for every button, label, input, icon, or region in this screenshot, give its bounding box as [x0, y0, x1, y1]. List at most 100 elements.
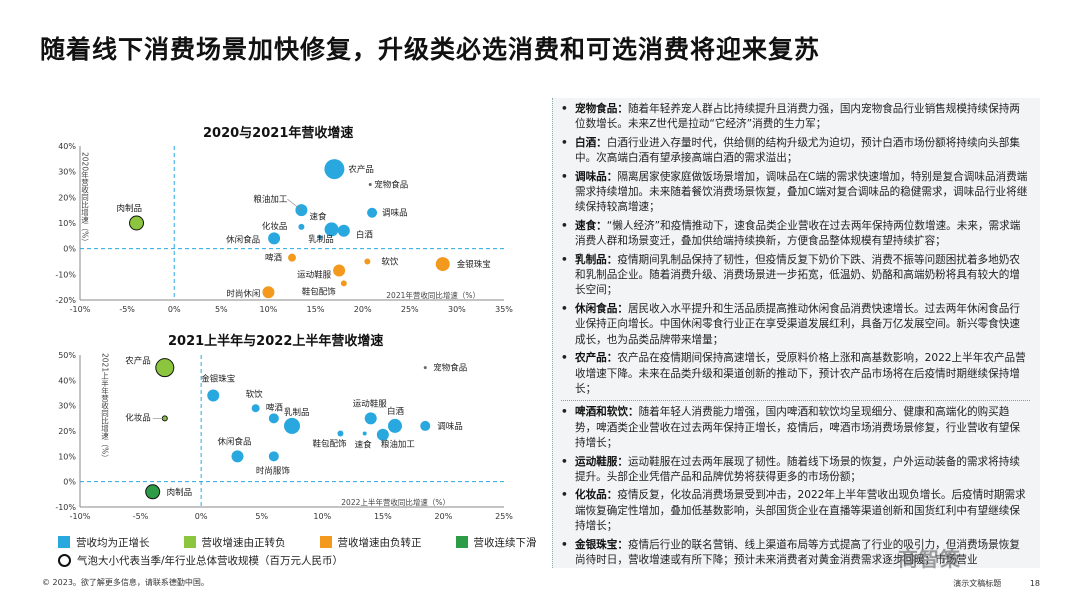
- legend-label: 营收连续下滑: [473, 536, 537, 549]
- data-label: 鞋包配饰: [312, 439, 347, 450]
- x-tick-label: 10%: [313, 512, 331, 521]
- chart1-scatter: -10% -5% 0% 5% 10% 15% 20% 25% 30% 35% 40% 30% 20% 10…: [55, 142, 513, 314]
- commentary-head: 金银珠宝：: [575, 538, 628, 551]
- y-tick-label: 30%: [58, 402, 76, 411]
- commentary-head: 农产品：: [575, 352, 618, 365]
- commentary-item: • 农产品：农产品在疫情期间保持高速增长，受原料价格上涨和高基数影响，2022上半…: [561, 351, 1030, 397]
- data-label: 化妆品: [125, 412, 151, 423]
- x-tick-label: 0%: [195, 512, 208, 521]
- x-tick-label: -10%: [70, 305, 91, 314]
- data-label: 软饮: [246, 389, 264, 400]
- data-label: 金银珠宝: [457, 259, 491, 270]
- commentary-text: 运动鞋服：运动鞋服在过去两年展现了韧性。随着线下场景的恢复，户外运动装备的需求将…: [575, 455, 1020, 483]
- commentary-item: • 白酒：白酒行业进入存量时代，供给侧的结构升级尤为迫切，预计白酒市场份额将持续向…: [561, 136, 1030, 167]
- y-tick-label: 30%: [58, 168, 76, 177]
- legend-swatch-orange: [319, 536, 332, 548]
- legend-swatch-blue: [58, 536, 70, 548]
- bubble-size-icon: [58, 553, 71, 567]
- commentary-head: 速食：: [575, 219, 607, 232]
- data-point: [231, 450, 244, 463]
- data-label: 啤酒: [266, 402, 284, 413]
- page-number: 18: [1029, 579, 1040, 588]
- divider: [561, 400, 1030, 402]
- bullet-icon: •: [561, 253, 568, 266]
- commentary-text: 白酒：白酒行业进入存量时代，供给侧的结构升级尤为迫切，预计白酒市场份额将持续向头…: [575, 136, 1020, 165]
- data-point: [262, 286, 275, 299]
- bullet-icon: •: [561, 103, 568, 115]
- footer: 演示文稿标题 18: [927, 578, 1040, 589]
- data-point: [288, 253, 296, 262]
- x-tick-label: 5%: [255, 512, 268, 521]
- y-tick-label: 0%: [63, 245, 76, 254]
- x-tick-label: -5%: [133, 512, 149, 521]
- commentary-head: 啤酒和软饮：: [575, 406, 639, 419]
- x-tick-label: 15%: [307, 305, 325, 314]
- data-label: 宠物食品: [374, 180, 408, 191]
- x-tick-label: 0%: [168, 305, 181, 314]
- x-tick-label: -5%: [119, 305, 135, 314]
- bullet-icon: •: [561, 136, 568, 149]
- y-tick-label: 10%: [58, 452, 76, 461]
- data-label: 宠物食品: [433, 363, 467, 374]
- x-tick-label: 35%: [495, 305, 513, 314]
- data-label: 白酒: [387, 406, 405, 417]
- copyright: © 2023。欲了解更多信息，请联系德勤中国。: [42, 578, 209, 587]
- data-point: [368, 183, 372, 186]
- data-label: 农产品: [125, 356, 151, 367]
- data-point: [324, 222, 339, 237]
- x-tick-label: 30%: [448, 305, 466, 314]
- data-label: 休闲食品: [226, 234, 260, 245]
- data-point: [337, 430, 344, 437]
- data-label: 乳制品: [308, 234, 334, 245]
- y-tick-label: 50%: [58, 351, 76, 360]
- data-label: 软饮: [381, 257, 399, 268]
- data-label: 白酒: [356, 230, 374, 241]
- data-label: 时尚服饰: [256, 465, 291, 476]
- x-tick-label: -10%: [70, 512, 91, 521]
- chart-legend: 营收均为正增长 营收增速由正转负 营收增速由负转正 营收连续下滑 气泡大小代表当…: [58, 533, 538, 569]
- data-label: 肉制品: [167, 487, 193, 498]
- commentary-text: 金银珠宝：疫情后行业的联名营销、线上渠道布局等方式提高了行业的吸引力，但消费场景…: [575, 538, 1020, 566]
- data-label: 时尚休闲: [226, 288, 260, 299]
- x-tick-label: 25%: [401, 305, 419, 314]
- x-tick-label: 5%: [215, 305, 228, 314]
- commentary-text: 乳制品：疫情期间乳制品保持了韧性，但疫情反复下奶价下跌、消费不振等问题困扰着多地…: [575, 253, 1020, 297]
- bullet-icon: •: [561, 219, 568, 232]
- commentary-panel: • 宠物食品：随着年轻养宠人群占比持续提升且消费力强，国内宠物食品行业销售规模持续…: [552, 98, 1040, 568]
- commentary-head: 乳制品：: [575, 253, 618, 266]
- chart2-title: 2021上半年与2022上半年营收增速: [168, 334, 384, 349]
- commentary-item: • 宠物食品：随着年轻养宠人群占比持续提升且消费力强，国内宠物食品行业销售规模持续…: [561, 102, 1030, 133]
- data-point: [268, 232, 281, 245]
- legend-item-positive: 营收均为正增长: [58, 535, 150, 550]
- data-label: 粮油加工: [253, 194, 288, 205]
- legend-label: 营收均为正增长: [76, 536, 150, 549]
- data-point: [268, 413, 279, 424]
- commentary-item: • 运动鞋服：运动鞋服在过去两年展现了韧性。随着线下场景的恢复，户外运动装备的需求…: [561, 455, 1030, 486]
- y-tick-label: 0%: [63, 478, 76, 487]
- data-point: [298, 223, 305, 230]
- commentary-text: 啤酒和软饮：随着年轻人消费能力增强，国内啤酒和软饮均呈现细分、健康和高端化的购买…: [575, 406, 1020, 450]
- data-point: [376, 428, 389, 441]
- commentary-item: • 休闲食品：居民收入水平提升和生活品质提高推动休闲食品消费快速增长。过去两年休闲…: [561, 302, 1030, 348]
- x-tick-label: 15%: [374, 512, 392, 521]
- y-tick-label: -10%: [55, 270, 76, 279]
- data-point: [340, 280, 347, 287]
- commentary-text: 化妆品：疫情反复，化妆品消费场景受到冲击，2022年上半年营收出现负增长。后疫情…: [575, 489, 1026, 533]
- commentary-text: 休闲食品：居民收入水平提升和生活品质提高推动休闲食品消费快速增长。过去两年休闲食…: [575, 302, 1020, 346]
- data-label: 肉制品: [117, 203, 143, 214]
- data-label: 农产品: [348, 164, 374, 175]
- y-axis-label: 2020年营收同比增速（%）: [80, 152, 89, 246]
- data-point: [367, 207, 378, 218]
- legend-label: 营收增速由正转负: [201, 536, 286, 549]
- commentary-item: • 调味品：隔离居家使家庭做饭场景增加，调味品在C端的需求快速增加，特别是复合调味…: [561, 170, 1030, 216]
- data-point: [387, 418, 402, 433]
- bullet-icon: •: [561, 406, 568, 419]
- legend-item-pos-to-neg: 营收增速由正转负: [183, 535, 286, 550]
- commentary-text: 农产品：农产品在疫情期间保持高速增长，受原料价格上涨和高基数影响，2022上半年…: [575, 352, 1026, 395]
- data-point: [145, 484, 161, 500]
- data-point: [129, 215, 145, 231]
- bullet-icon: •: [561, 455, 568, 468]
- data-label: 运动鞋服: [297, 269, 332, 280]
- data-point: [155, 358, 175, 378]
- data-point: [435, 257, 450, 272]
